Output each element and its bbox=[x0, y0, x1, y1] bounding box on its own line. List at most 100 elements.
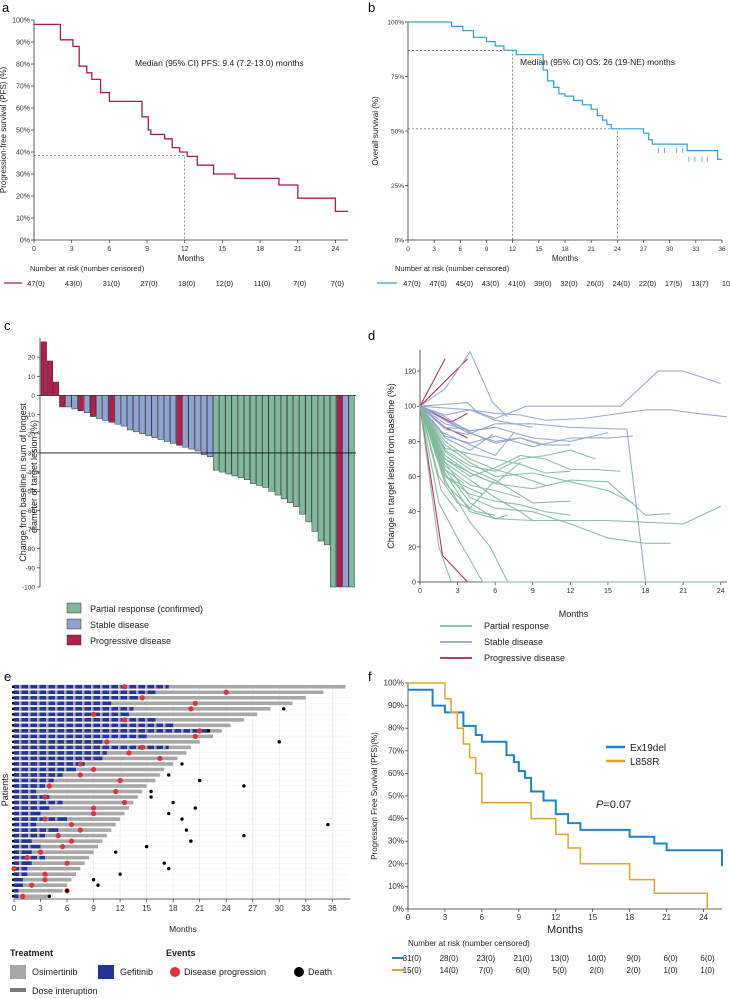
waterfall-bar bbox=[194, 395, 201, 452]
waterfall-bar bbox=[120, 395, 127, 427]
dose-interruption-mark bbox=[37, 734, 40, 739]
waterfall-bar bbox=[225, 395, 232, 475]
progression-dot bbox=[68, 838, 75, 844]
dose-interruption-mark bbox=[154, 684, 157, 689]
dose-interruption-mark bbox=[37, 684, 40, 689]
dose-interruption-mark bbox=[19, 778, 22, 783]
spider-line bbox=[419, 358, 446, 407]
legend-gefitinib-swatch bbox=[98, 965, 114, 979]
x-tick-label: 24 bbox=[222, 904, 231, 913]
dose-interruption-mark bbox=[100, 718, 103, 722]
dose-interruption-mark bbox=[19, 756, 22, 761]
row-start-mark bbox=[12, 696, 14, 699]
x-tick-label: 24 bbox=[614, 246, 622, 253]
waterfall-bar bbox=[176, 395, 183, 446]
dose-interruption-mark bbox=[100, 734, 103, 739]
row-start-mark bbox=[12, 718, 14, 722]
row-start-mark bbox=[12, 735, 14, 738]
dose-interruption-mark bbox=[19, 789, 22, 794]
row-start-mark bbox=[12, 740, 14, 744]
waterfall-bar bbox=[231, 395, 238, 477]
dose-interruption-mark bbox=[28, 822, 31, 827]
y-tick-label: 60% bbox=[16, 106, 30, 113]
risk-count: 23(0) bbox=[477, 954, 496, 963]
gefitinib-bar bbox=[14, 877, 23, 882]
dose-interruption-mark bbox=[100, 690, 103, 695]
y-tick-label: 40% bbox=[388, 814, 404, 823]
legend-dose-interruption-label: Dose interuption bbox=[32, 986, 98, 996]
progression-dot bbox=[223, 689, 229, 695]
y-tick-label: 10% bbox=[388, 882, 404, 891]
progression-dot bbox=[64, 860, 70, 866]
dose-interruption-mark bbox=[37, 855, 40, 860]
osimertinib-bar bbox=[14, 850, 94, 854]
dose-interruption-mark bbox=[64, 707, 67, 711]
dose-interruption-mark bbox=[19, 707, 22, 711]
dose-interruption-mark bbox=[73, 701, 76, 706]
dose-interruption-mark bbox=[28, 762, 31, 766]
waterfall-bar bbox=[274, 395, 281, 496]
waterfall-bar bbox=[299, 395, 306, 515]
spider-line bbox=[419, 405, 496, 432]
dose-interruption-mark bbox=[19, 718, 22, 722]
dose-interruption-mark bbox=[19, 806, 22, 810]
dose-interruption-mark bbox=[28, 784, 31, 788]
dose-interruption-mark bbox=[46, 756, 49, 761]
progression-dot bbox=[121, 799, 128, 806]
osimertinib-bar bbox=[14, 894, 50, 899]
gefitinib-bar bbox=[14, 850, 32, 854]
dose-interruption-mark bbox=[127, 684, 130, 689]
death-dot bbox=[96, 883, 100, 887]
dose-interruption-mark bbox=[82, 756, 85, 761]
waterfall-bar bbox=[133, 395, 140, 433]
spider-line bbox=[419, 405, 634, 448]
dose-interruption-mark bbox=[154, 729, 157, 733]
dose-interruption-mark bbox=[19, 811, 22, 816]
dose-interruption-mark bbox=[64, 745, 67, 750]
x-axis-label: Months bbox=[169, 924, 197, 934]
x-tick-label: 24 bbox=[717, 588, 725, 595]
dose-interruption-mark bbox=[91, 751, 94, 755]
legend-swatch bbox=[66, 634, 82, 646]
dose-interruption-mark bbox=[181, 729, 184, 733]
risk-count: 21(0) bbox=[513, 954, 532, 963]
survival-curve-ex19del bbox=[408, 688, 723, 867]
y-tick-label: 50% bbox=[388, 792, 404, 801]
x-tick-label: 21 bbox=[294, 246, 302, 253]
risk-count: 17(5) bbox=[665, 279, 683, 288]
y-tick-label: 0% bbox=[395, 238, 405, 245]
x-tick-label: 30 bbox=[275, 904, 284, 913]
x-axis-label: Months bbox=[552, 254, 578, 263]
waterfall-bar bbox=[280, 395, 287, 500]
dose-interruption-mark bbox=[73, 718, 76, 722]
dose-interruption-mark bbox=[28, 844, 31, 849]
dose-interruption-mark bbox=[19, 855, 22, 860]
dose-interruption-mark bbox=[37, 778, 40, 783]
risk-count: 32(0) bbox=[560, 279, 578, 288]
osimertinib-bar bbox=[14, 767, 165, 772]
dose-interruption-mark bbox=[28, 729, 31, 733]
risk-count: 1(0) bbox=[663, 966, 678, 975]
risk-table-title: Number at risk (number censored) bbox=[408, 939, 530, 948]
row-start-mark bbox=[12, 861, 14, 865]
dose-interruption-mark bbox=[37, 800, 40, 805]
dose-interruption-mark bbox=[19, 795, 22, 799]
x-tick-label: 24 bbox=[699, 913, 708, 922]
risk-count: 18(0) bbox=[178, 279, 196, 288]
risk-table-title: Number at risk (number censored) bbox=[30, 264, 145, 273]
spider-line bbox=[419, 406, 459, 513]
waterfall-bar bbox=[268, 395, 275, 492]
legend-swatch bbox=[66, 602, 82, 614]
p-value-number: =0.07 bbox=[603, 799, 631, 811]
spider-line bbox=[419, 406, 721, 583]
dose-interruption-mark bbox=[73, 712, 76, 717]
x-tick-label: 12 bbox=[181, 246, 189, 253]
death-dot bbox=[184, 828, 189, 832]
progression-dot bbox=[77, 761, 83, 767]
gefitinib-bar bbox=[14, 883, 23, 888]
dose-interruption-mark bbox=[55, 756, 58, 761]
legend-label: Stable disease bbox=[90, 620, 149, 630]
spider-line bbox=[419, 405, 521, 499]
row-start-mark bbox=[12, 806, 14, 810]
dose-interruption-mark bbox=[37, 828, 40, 832]
